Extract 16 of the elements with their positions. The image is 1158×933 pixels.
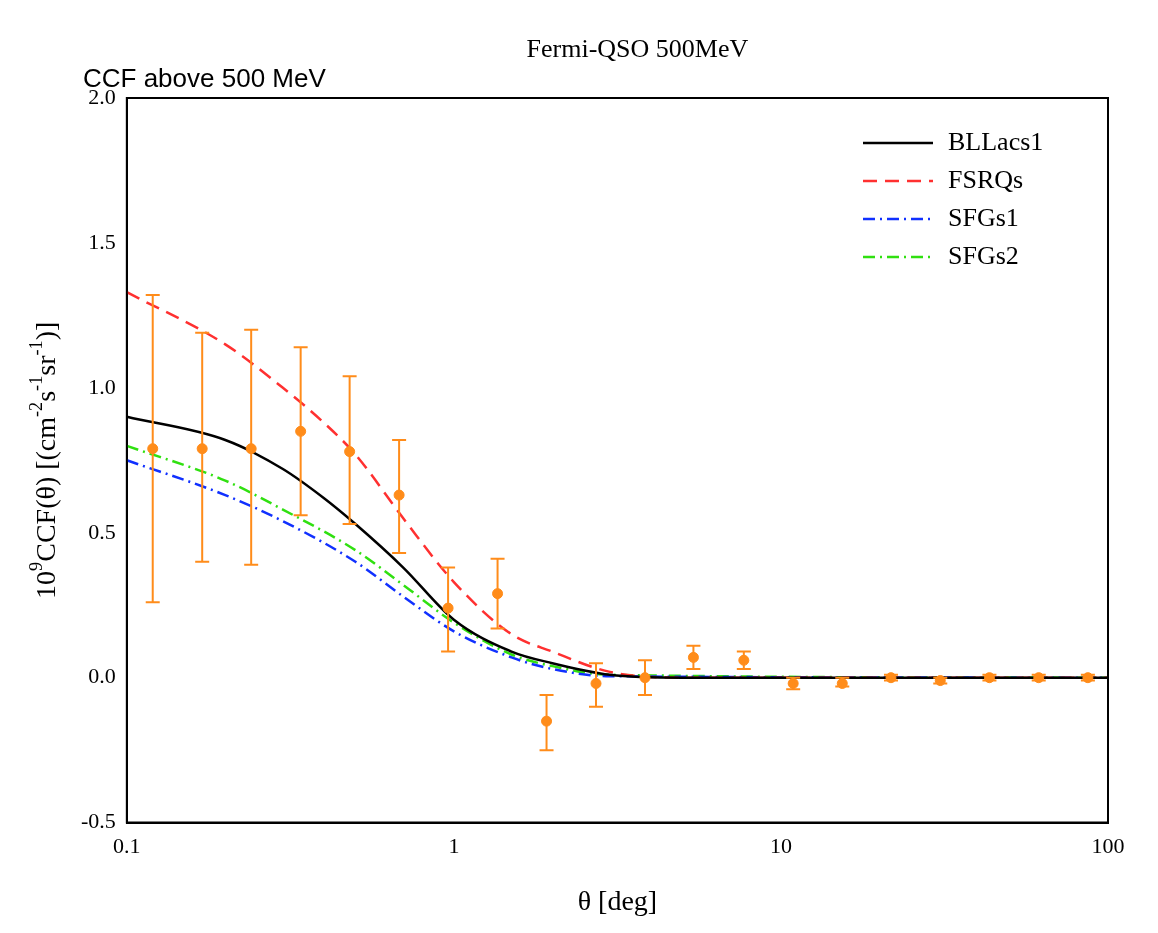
legend-label: BLLacs1 [948,126,1044,156]
x-tick-label: 0.1 [113,832,141,858]
legend-label: SFGs1 [948,202,1019,232]
x-tick-label: 1 [448,832,460,858]
x-axis-title: θ [deg] [577,884,658,916]
y-tick-label: -0.5 [81,808,116,834]
y-tick-label: 0.5 [88,518,116,544]
y-tick-label: 1.0 [88,373,116,399]
chart-title: Fermi-QSO 500MeV [526,33,749,63]
y-tick-label: 0.0 [88,663,116,689]
legend-label: SFGs2 [948,240,1019,270]
x-tick-label: 10 [769,832,792,858]
x-tick-label: 100 [1091,832,1125,858]
legend-label: FSRQs [948,164,1024,194]
text: 109CCF(θ) [(cm-2s-1sr-1)] [25,321,62,599]
y-tick-label: 1.5 [88,228,116,254]
